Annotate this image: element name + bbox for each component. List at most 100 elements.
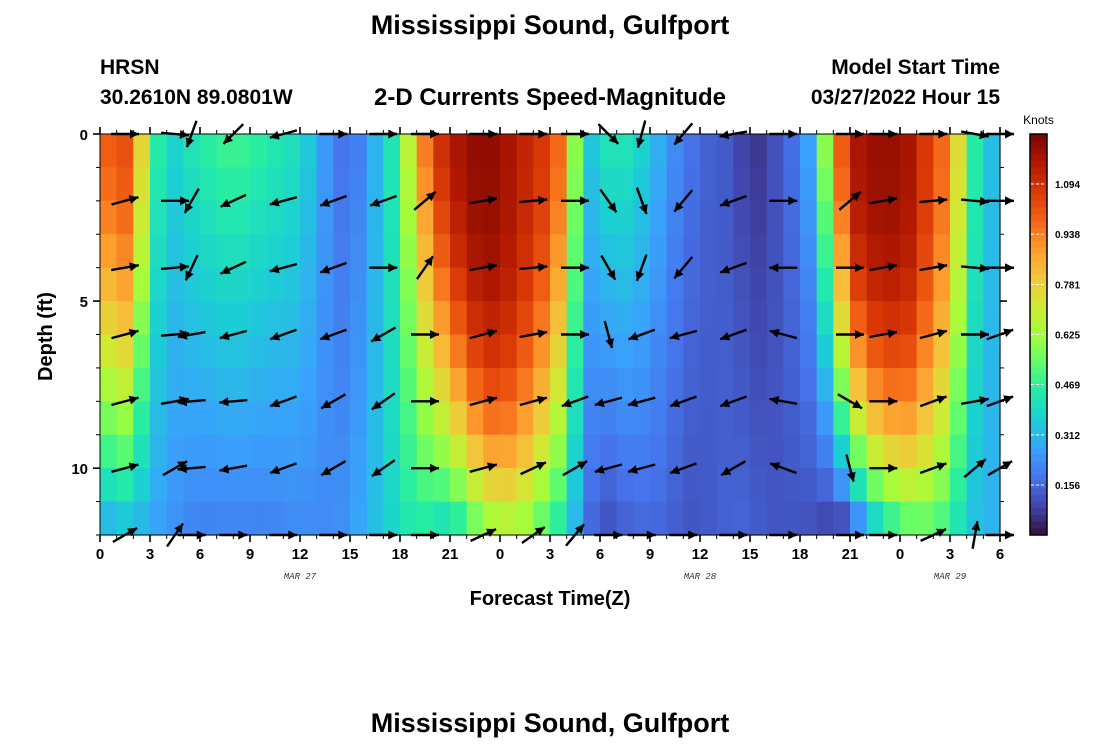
heatmap-cell	[483, 234, 501, 269]
heatmap-cell	[616, 367, 634, 402]
heatmap-cell	[183, 234, 201, 269]
heatmap-cell	[416, 367, 434, 402]
heatmap-cell	[616, 468, 634, 503]
heatmap-cell	[700, 234, 718, 269]
heatmap-cell	[950, 200, 968, 235]
heatmap-cell	[666, 501, 684, 536]
heatmap-cell	[816, 468, 834, 503]
heatmap-cell	[300, 501, 318, 536]
heatmap-cell	[483, 167, 501, 202]
colorbar-segment	[1030, 327, 1047, 335]
heatmap-cell	[366, 234, 384, 269]
colorbar-segment	[1030, 254, 1047, 262]
heatmap-cell	[583, 167, 601, 202]
heatmap-cell	[700, 434, 718, 469]
heatmap-cell	[750, 200, 768, 235]
colorbar-segment	[1030, 494, 1047, 503]
heatmap-cell	[850, 234, 868, 269]
heatmap-cell	[883, 501, 901, 536]
current-vector-head	[537, 395, 547, 405]
current-vector-head	[888, 396, 898, 406]
heatmap-cell	[816, 401, 834, 436]
heatmap-cell	[650, 334, 668, 369]
heatmap-cell	[933, 267, 951, 302]
heatmap-cell	[383, 367, 401, 402]
heatmap-cell	[650, 401, 668, 436]
heatmap-cell	[166, 367, 184, 402]
heatmap-cell	[516, 301, 534, 336]
heatmap-cell	[783, 367, 801, 402]
y-tick-label: 5	[80, 294, 88, 311]
heatmap-cell	[283, 301, 301, 336]
heatmap-cell	[166, 434, 184, 469]
heatmap-cell	[350, 200, 368, 235]
heatmap-cell	[916, 468, 934, 503]
heatmap-cell	[816, 200, 834, 235]
x-axis-title: Forecast Time(Z)	[470, 588, 631, 610]
x-tick-label: 0	[896, 546, 904, 563]
heatmap-cell	[266, 501, 284, 536]
heatmap-cell	[866, 334, 884, 369]
heatmap-cell	[366, 200, 384, 235]
heatmap-cell	[866, 301, 884, 336]
colorbar-segment	[1030, 194, 1047, 202]
heatmap-cell	[166, 167, 184, 202]
heatmap-cell	[900, 301, 918, 336]
heatmap-cell	[166, 401, 184, 436]
heatmap-cell	[916, 501, 934, 536]
heatmap-cell	[233, 167, 251, 202]
heatmap-cell	[316, 200, 334, 235]
heatmap-cell	[700, 167, 718, 202]
heatmap-cell	[900, 200, 918, 235]
heatmap-cell	[400, 401, 418, 436]
current-vector-head	[720, 332, 731, 341]
heatmap-cell	[550, 501, 568, 536]
heatmap-cell	[466, 334, 484, 369]
colorbar-segment	[1030, 134, 1047, 142]
current-vector-head	[608, 134, 619, 144]
heatmap-cell	[233, 434, 251, 469]
heatmap-cell	[450, 234, 468, 269]
heatmap-cell	[433, 234, 451, 269]
heatmap-cell	[700, 367, 718, 402]
heatmap-cell	[833, 267, 851, 302]
heatmap-cell	[133, 401, 151, 436]
heatmap-cell	[566, 267, 584, 302]
heatmap-cell	[300, 367, 318, 402]
heatmap-cell	[500, 501, 518, 536]
heatmap-cell	[966, 234, 984, 269]
colorbar-segment	[1030, 187, 1047, 195]
heatmap-cell	[966, 200, 984, 235]
heatmap-cell	[516, 334, 534, 369]
current-vector-head	[223, 134, 233, 144]
heatmap-cell	[166, 468, 184, 503]
heatmap-cell	[150, 434, 168, 469]
heatmap-cell	[916, 367, 934, 402]
heatmap-cell	[500, 234, 518, 269]
x-tick-label: 3	[146, 546, 154, 563]
heatmap-cell	[100, 301, 118, 336]
heatmap-cell	[550, 267, 568, 302]
heatmap-cell	[783, 134, 801, 169]
current-vector-head	[674, 268, 684, 279]
x-tick-label: 6	[196, 546, 204, 563]
heatmap-cell	[633, 267, 651, 302]
current-vector-head	[628, 332, 639, 341]
heatmap-cell	[600, 501, 618, 536]
heatmap-cell	[900, 468, 918, 503]
heatmap-cell	[950, 134, 968, 169]
heatmap-cell	[583, 468, 601, 503]
heatmap-cell	[533, 301, 551, 336]
heatmap-cell	[116, 167, 134, 202]
current-vector-head	[219, 397, 229, 407]
heatmap-cell	[916, 401, 934, 436]
current-vector-head	[127, 528, 138, 537]
model-start-label: Model Start Time	[831, 56, 1000, 79]
heatmap-cell	[950, 468, 968, 503]
heatmap-cell	[816, 501, 834, 536]
heatmap-cell	[700, 468, 718, 503]
heatmap-cell	[350, 334, 368, 369]
colorbar-segment	[1030, 374, 1047, 382]
heatmap-cell	[850, 334, 868, 369]
heatmap-cell	[916, 167, 934, 202]
